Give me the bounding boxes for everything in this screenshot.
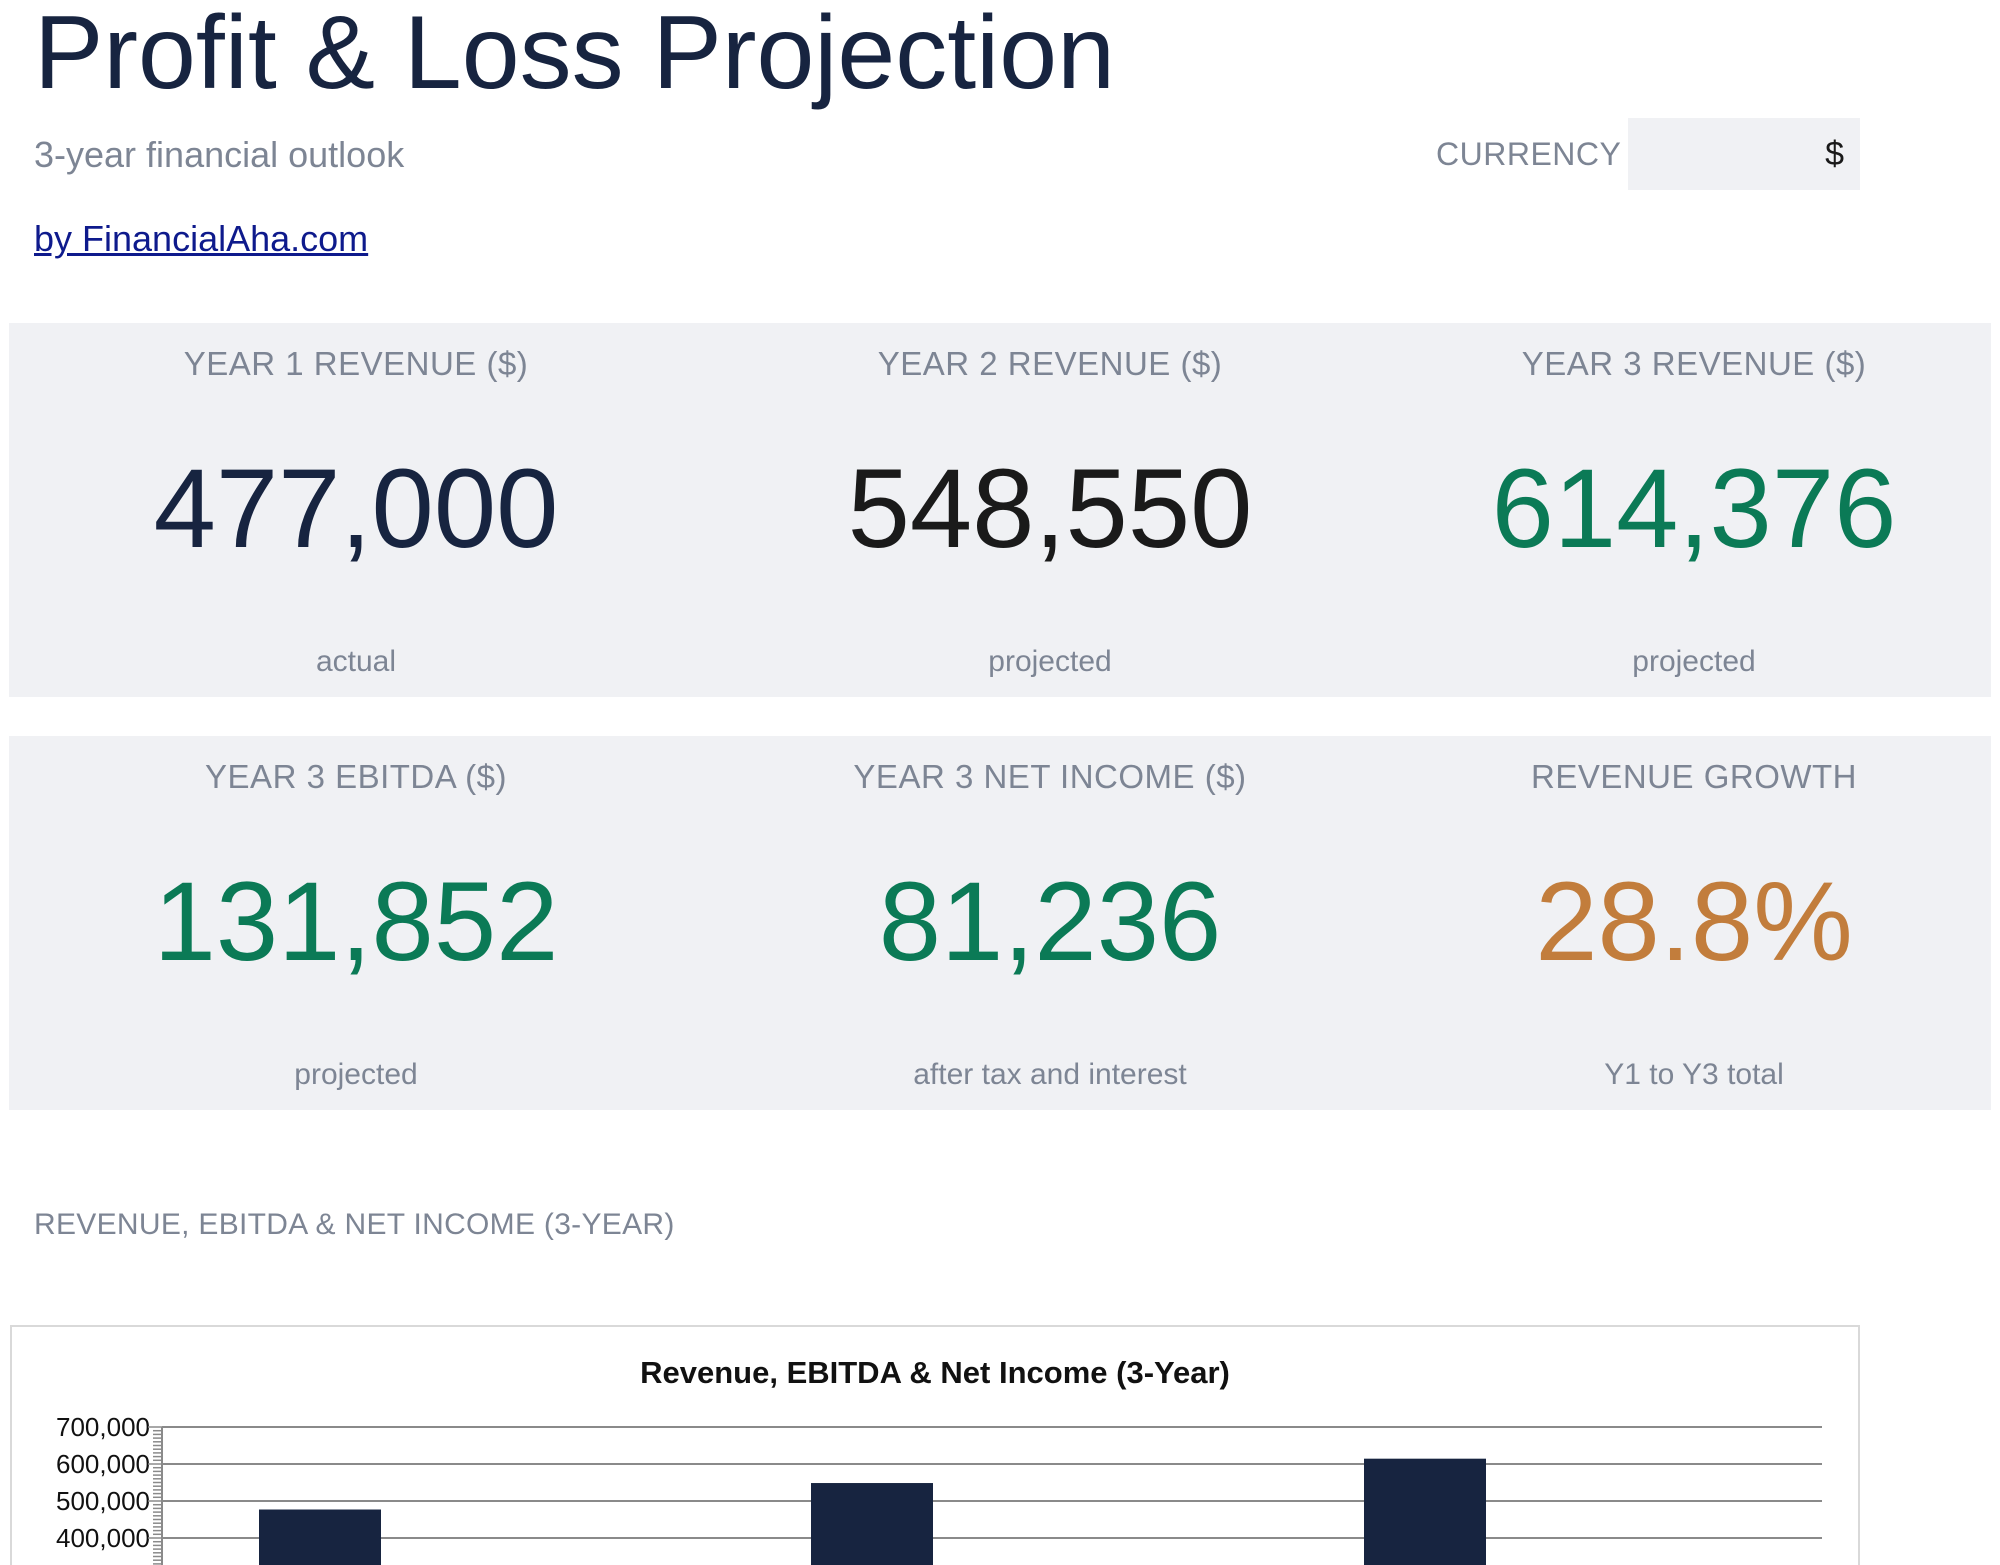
y-tick-label: 500,000 — [56, 1486, 150, 1516]
kpi-note: projected — [988, 645, 1112, 678]
kpi-value: 548,550 — [847, 446, 1253, 571]
chart-section-title: REVENUE, EBITDA & NET INCOME (3-YEAR) — [34, 1208, 675, 1241]
bar-1 — [259, 1509, 381, 1565]
kpi-note: after tax and interest — [913, 1058, 1187, 1091]
chart-container: Revenue, EBITDA & Net Income (3-Year) 70… — [10, 1325, 1860, 1565]
kpi-year3-net-income: YEAR 3 NET INCOME ($) 81,236 after tax a… — [703, 736, 1397, 1110]
kpi-label: YEAR 3 EBITDA ($) — [205, 758, 507, 795]
kpi-band-profit: YEAR 3 EBITDA ($) 131,852 projected YEAR… — [9, 736, 1991, 1110]
credit-link[interactable]: by FinancialAha.com — [34, 218, 369, 259]
kpi-note: projected — [1632, 645, 1756, 678]
kpi-year2-revenue: YEAR 2 REVENUE ($) 548,550 projected — [703, 323, 1397, 697]
currency-input[interactable]: $ — [1628, 118, 1860, 190]
kpi-value: 81,236 — [878, 859, 1222, 984]
kpi-value: 477,000 — [153, 446, 559, 571]
kpi-year3-revenue: YEAR 3 REVENUE ($) 614,376 projected — [1397, 323, 1991, 697]
chart-title: Revenue, EBITDA & Net Income (3-Year) — [640, 1355, 1230, 1390]
kpi-note: actual — [315, 645, 397, 678]
bar-2 — [811, 1483, 933, 1565]
kpi-year1-revenue: YEAR 1 REVENUE ($) 477,000 actual — [9, 323, 703, 697]
kpi-revenue-growth: REVENUE GROWTH 28.8% Y1 to Y3 total — [1397, 736, 1991, 1110]
kpi-year3-ebitda: YEAR 3 EBITDA ($) 131,852 projected — [9, 736, 703, 1110]
kpi-value: 614,376 — [1491, 446, 1897, 571]
page-title: Profit & Loss Projection — [34, 0, 1115, 111]
kpi-note: projected — [294, 1058, 418, 1091]
currency-label: CURRENCY — [1436, 136, 1622, 172]
y-tick-label: 700,000 — [56, 1412, 150, 1442]
kpi-value: 131,852 — [153, 859, 559, 984]
kpi-label: YEAR 3 NET INCOME ($) — [853, 758, 1247, 795]
kpi-label: REVENUE GROWTH — [1530, 758, 1857, 795]
kpi-band-revenue: YEAR 1 REVENUE ($) 477,000 actual YEAR 2… — [9, 323, 1991, 697]
bar-chart: 700,000 600,000 500,000 400,000 — [56, 1412, 1822, 1565]
kpi-label: YEAR 2 REVENUE ($) — [877, 345, 1223, 382]
bar-3 — [1364, 1458, 1486, 1565]
page-subtitle: 3-year financial outlook — [34, 134, 405, 175]
y-tick-label: 600,000 — [56, 1449, 150, 1479]
kpi-note: Y1 to Y3 total — [1604, 1058, 1784, 1091]
kpi-label: YEAR 1 REVENUE ($) — [183, 345, 529, 382]
y-tick-label: 400,000 — [56, 1523, 150, 1553]
kpi-value: 28.8% — [1535, 859, 1853, 984]
kpi-label: YEAR 3 REVENUE ($) — [1521, 345, 1867, 382]
